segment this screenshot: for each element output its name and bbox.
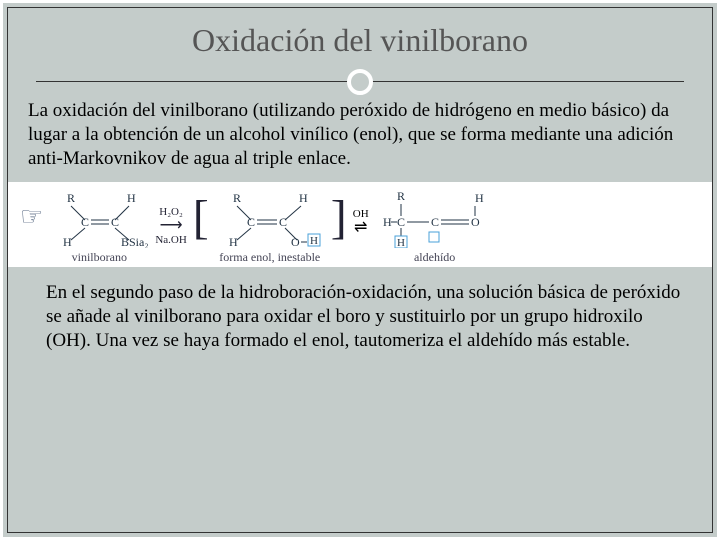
svg-text:C: C xyxy=(397,215,405,229)
svg-text:C: C xyxy=(111,215,119,229)
reaction-diagram: ☞ R H C C H BSia₂ vinilborano xyxy=(8,182,712,267)
svg-text:H: H xyxy=(310,235,318,247)
slide: Oxidación del vinilborano La oxidación d… xyxy=(0,0,720,540)
slide-inner: Oxidación del vinilborano La oxidación d… xyxy=(7,7,713,533)
svg-text:H: H xyxy=(299,191,308,205)
svg-text:H: H xyxy=(383,215,392,229)
svg-text:H: H xyxy=(63,235,72,248)
intro-paragraph: La oxidación del vinilborano (utilizando… xyxy=(8,97,712,178)
pointing-hand-icon: ☞ xyxy=(20,202,43,232)
bracket-right-icon: ] xyxy=(331,188,347,248)
svg-text:R: R xyxy=(67,191,75,205)
svg-text:C: C xyxy=(247,215,255,229)
arrow-tautomerize: OH ⇌ xyxy=(353,208,369,236)
molecule-enol: R H C C H O H forma enol, inestable xyxy=(215,188,325,265)
svg-text:C: C xyxy=(279,215,287,229)
bracket-left-icon: [ xyxy=(193,188,209,248)
second-paragraph: En el segundo paso de la hidroboración-o… xyxy=(8,271,712,352)
svg-text:R: R xyxy=(397,189,405,203)
molecule-vinylborane: R H C C H BSia₂ vinilborano xyxy=(49,188,149,265)
arrow-right-icon: ⟶ xyxy=(160,218,183,234)
label-aldehyde: aldehído xyxy=(414,250,455,265)
svg-text:H: H xyxy=(229,235,238,248)
svg-text:C: C xyxy=(81,215,89,229)
svg-text:H: H xyxy=(475,191,484,205)
title-divider xyxy=(8,67,712,97)
arrow-oxidation: H₂O₂ ⟶ Na.OH xyxy=(155,206,186,246)
svg-text:H: H xyxy=(127,191,136,205)
reagent-naoh: Na.OH xyxy=(155,234,186,246)
svg-text:O: O xyxy=(291,235,300,248)
svg-text:C: C xyxy=(431,215,439,229)
molecule-aldehyde: R H H C C O H aldehído xyxy=(375,188,495,265)
page-title: Oxidación del vinilborano xyxy=(8,8,712,59)
svg-text:R: R xyxy=(233,191,241,205)
svg-text:H: H xyxy=(397,237,405,248)
equilibrium-arrow-icon: ⇌ xyxy=(354,220,367,236)
divider-circle-icon xyxy=(347,69,373,95)
label-vinylborane: vinilborano xyxy=(72,250,127,265)
svg-text:BSia₂: BSia₂ xyxy=(121,235,149,248)
svg-text:O: O xyxy=(471,215,480,229)
label-enol: forma enol, inestable xyxy=(219,250,320,265)
